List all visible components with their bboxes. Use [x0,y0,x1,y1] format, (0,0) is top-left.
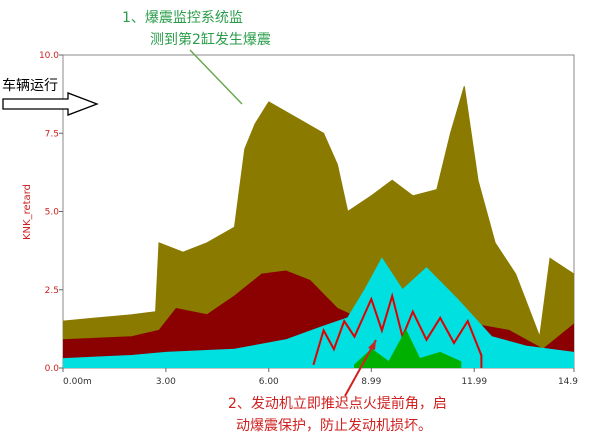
y-axis: 0.0 2.5 5.0 7.5 10.0 [39,51,63,374]
vehicle-running-label: 车辆运行 [2,77,58,94]
series-3-area [63,257,574,368]
annotation-2-arrowhead-icon [368,340,376,350]
y-tick-label: 10.0 [39,51,59,61]
y-tick-label: 2.5 [45,286,59,296]
series-5-area [354,329,462,368]
annotation-1-pointer [189,49,243,105]
x-tick-label: 0.00m [63,377,92,387]
x-tick-label: 3.00 [156,377,176,387]
annotation-retard-line2: 动爆震保护，防止发动机损坏。 [236,418,432,434]
x-tick-label: 11.99 [461,377,487,387]
direction-arrow-icon [2,92,99,116]
y-axis-label: KNK_retard [22,184,33,240]
annotation-2-pointer [344,339,377,397]
x-tick-label: 6.00 [259,377,279,387]
annotation-retard-line1: 2、发动机立即推迟点火提前角，启 [228,395,447,412]
series-4-area [312,292,483,368]
annotation-knock-detected-line2: 测到第2缸发生爆震 [150,31,271,48]
y-tick-label: 7.5 [45,129,59,139]
x-axis: 0.00m 3.00 6.00 8.99 11.99 14.9 [62,368,578,387]
y-tick-label: 0.0 [45,364,60,374]
x-tick-label: 14.9 [558,377,578,387]
y-tick-label: 5.0 [45,208,60,218]
annotation-knock-detected-line1: 1、爆震监控系统监 [122,10,243,26]
series-layer [63,86,574,368]
x-tick-label: 8.99 [361,377,381,387]
